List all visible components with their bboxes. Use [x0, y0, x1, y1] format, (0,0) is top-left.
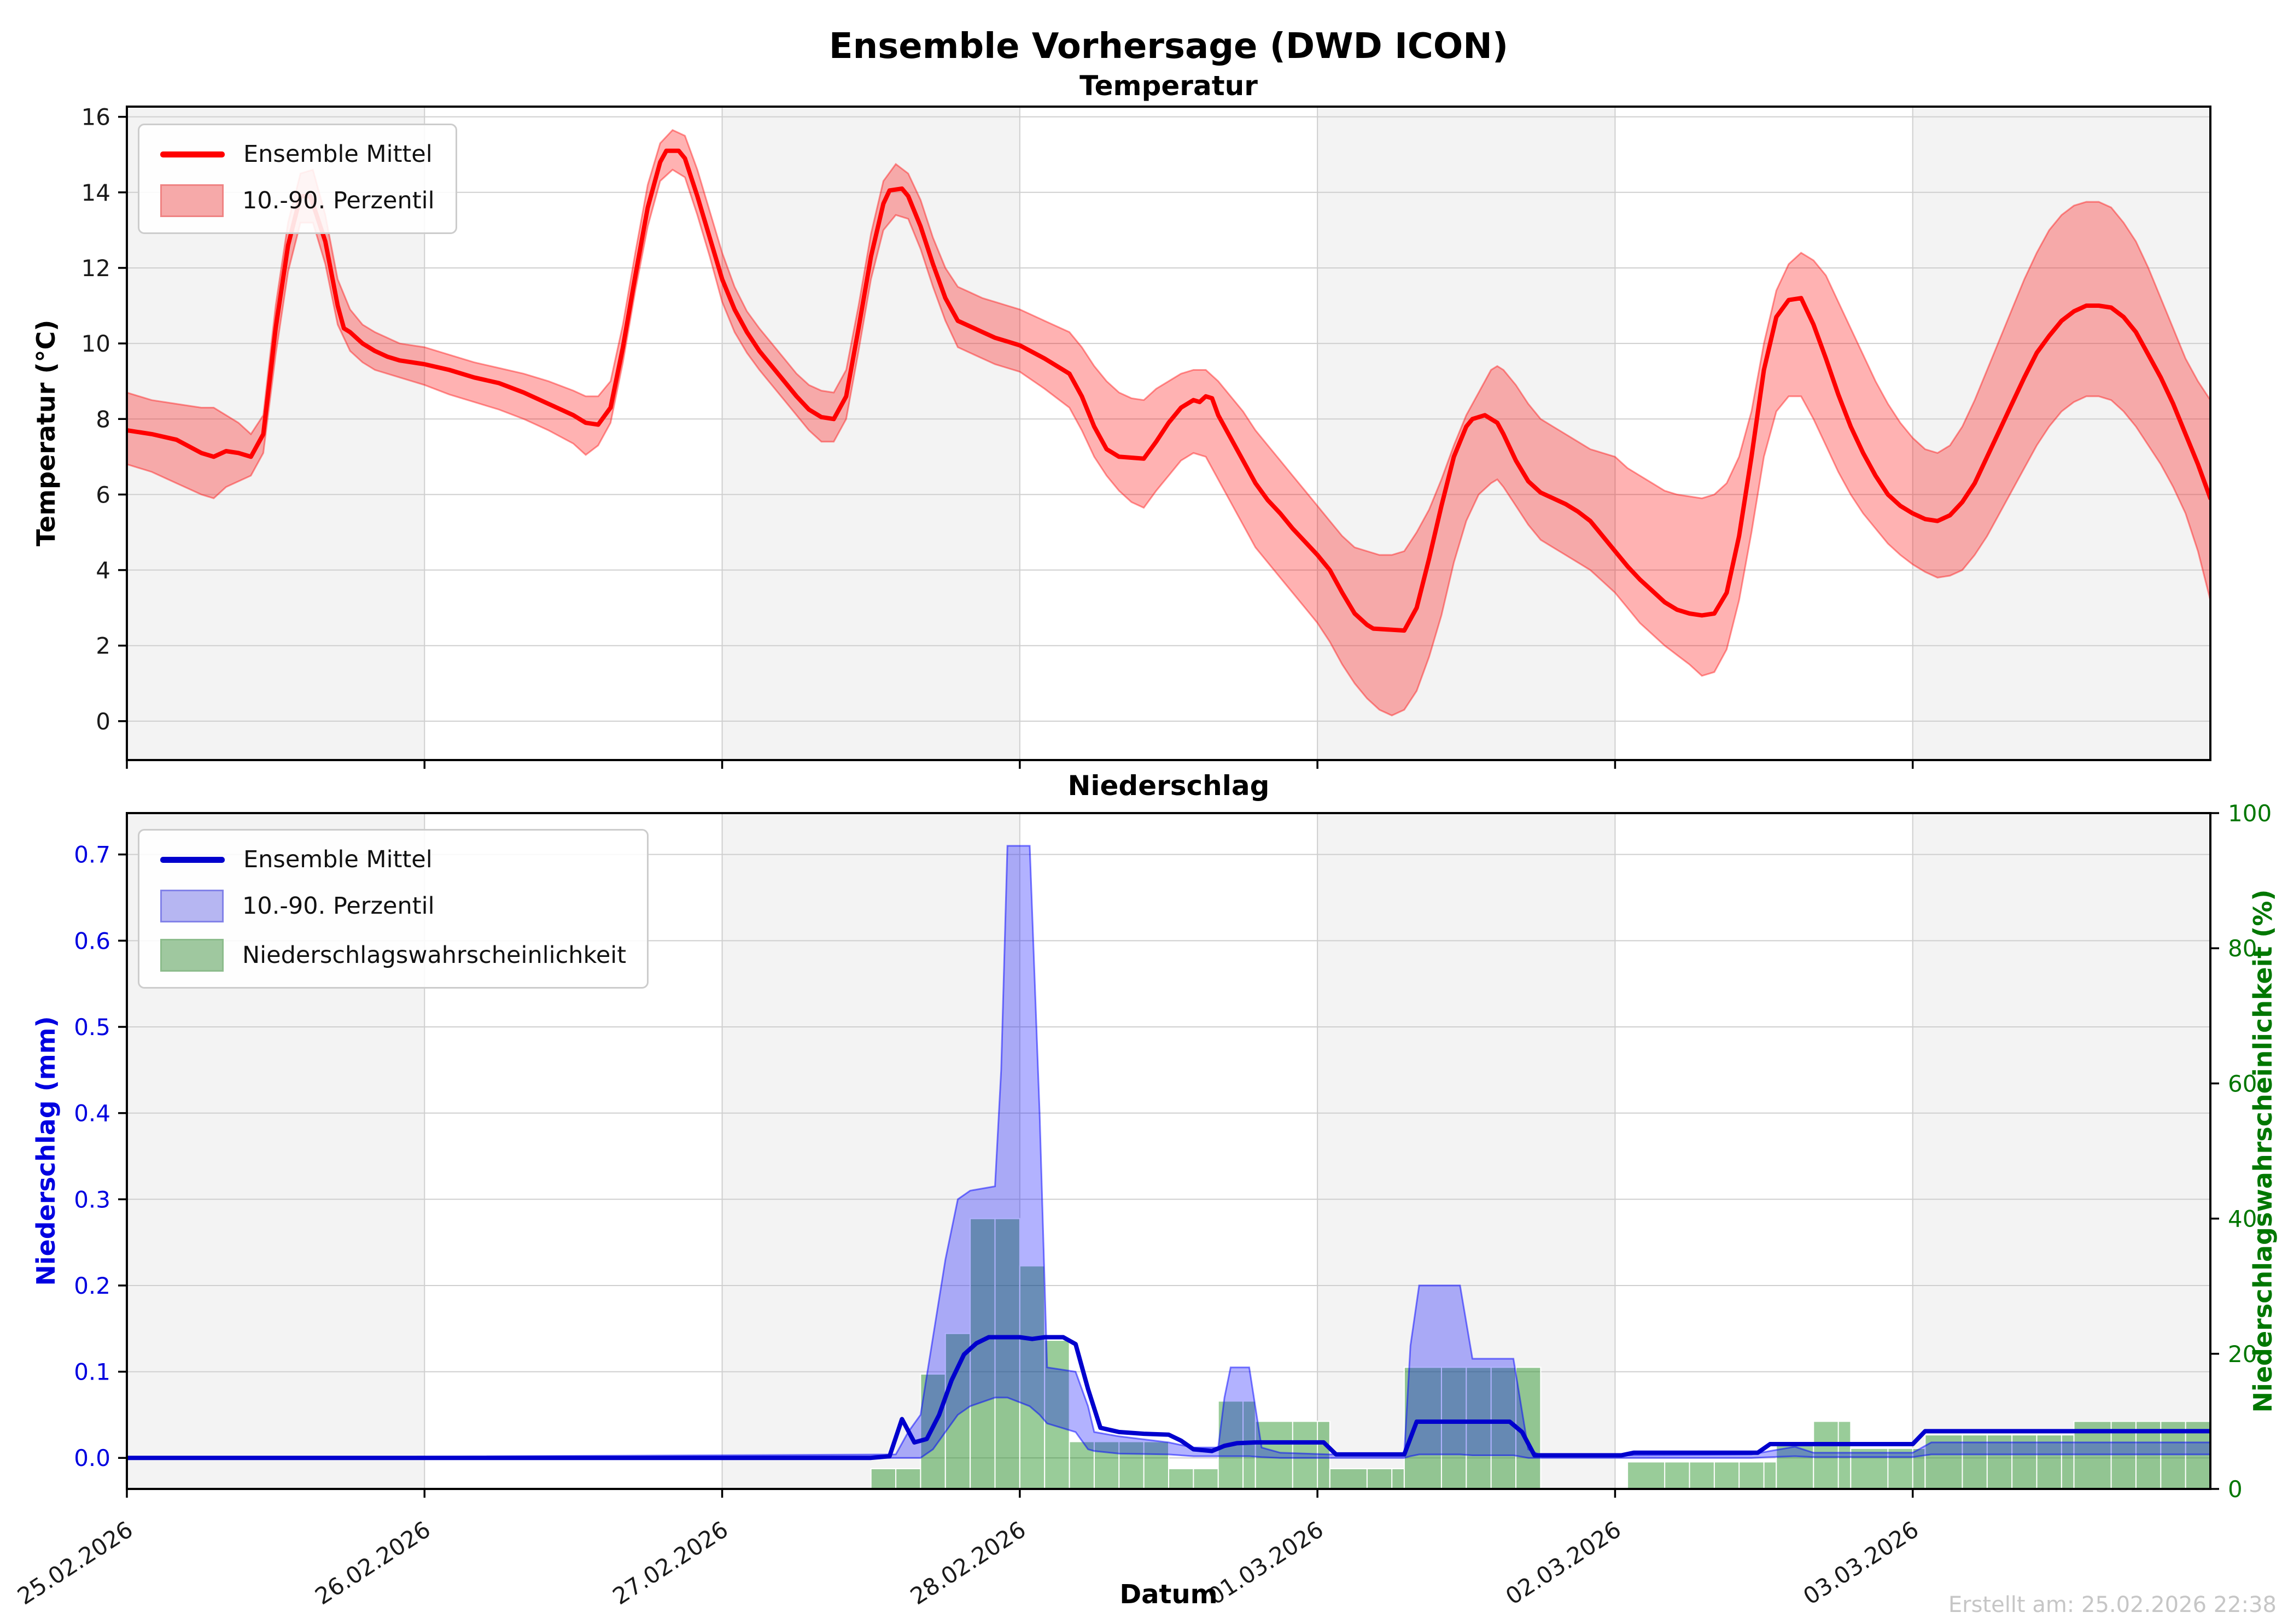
legend-label: 10.-90. Perzentil — [242, 187, 435, 214]
precip-probability-bar — [1813, 1421, 1852, 1489]
precipitation-chart-title: Niederschlag — [1067, 770, 1270, 802]
y-tick-label: 0.1 — [74, 1359, 110, 1386]
page-title: Ensemble Vorhersage (DWD ICON) — [828, 26, 1509, 67]
day-shading-band — [1317, 107, 1615, 760]
y-tick-label: 10 — [81, 330, 110, 357]
right-y-tick-label: 40 — [2228, 1206, 2257, 1232]
plot-border — [126, 106, 2211, 761]
legend-item: Ensemble Mittel — [160, 846, 626, 873]
day-shading-band — [1912, 813, 2210, 1489]
probability-y-axis-label: Niederschlagswahrscheinlichkeit (%) — [2248, 889, 2278, 1413]
legend-item: Ensemble Mittel — [160, 141, 435, 168]
created-timestamp: Erstellt am: 25.02.2026 22:38 — [1948, 1592, 2277, 1617]
y-tick-label: 16 — [81, 104, 110, 131]
y-tick-label: 0.6 — [74, 927, 110, 954]
legend-item: 10.-90. Perzentil — [160, 184, 435, 217]
y-tick-label: 0.5 — [74, 1014, 110, 1041]
y-tick-label: 2 — [96, 633, 110, 659]
temperature-legend: Ensemble Mittel 10.-90. Perzentil — [138, 124, 457, 234]
ensemble-mean-line — [127, 148, 2210, 633]
legend-line-swatch — [160, 856, 225, 863]
right-y-tick-label: 60 — [2228, 1070, 2257, 1097]
legend-label: Ensemble Mittel — [243, 141, 433, 168]
y-tick-label: 8 — [96, 406, 110, 433]
legend-label: Niederschlagswahrscheinlichkeit — [242, 942, 627, 969]
legend-label: Ensemble Mittel — [243, 846, 433, 873]
y-tick-label: 6 — [96, 481, 110, 508]
y-tick-label: 14 — [81, 179, 110, 206]
legend-item: Niederschlagswahrscheinlichkeit — [160, 939, 626, 972]
right-y-tick-label: 0 — [2228, 1476, 2243, 1503]
percentile-band — [127, 845, 2210, 1459]
y-tick-label: 0 — [96, 708, 110, 735]
x-axis-label: Datum — [1119, 1579, 1218, 1610]
temperature-chart-title: Temperatur — [1079, 70, 1258, 102]
x-tick-label: 25.02.2026 — [13, 1516, 137, 1610]
right-y-tick-label: 100 — [2228, 800, 2272, 827]
precip-probability-bar — [944, 1333, 971, 1489]
day-shading-band — [1912, 107, 2210, 760]
precipitation-legend: Ensemble Mittel 10.-90. Perzentil Niedersc… — [138, 829, 649, 989]
legend-item: 10.-90. Perzentil — [160, 890, 626, 922]
y-tick-label: 4 — [96, 557, 110, 584]
y-tick-label: 0.0 — [74, 1445, 110, 1471]
legend-probability-swatch — [160, 939, 224, 972]
precip-probability-bar — [1627, 1461, 1777, 1489]
day-shading-band — [722, 107, 1020, 760]
legend-band-swatch — [160, 890, 224, 922]
right-y-tick-label: 80 — [2228, 935, 2257, 962]
y-tick-label: 12 — [81, 255, 110, 282]
ensemble-mean-line — [127, 1335, 2210, 1461]
right-y-tick-label: 20 — [2228, 1341, 2257, 1368]
y-tick-label: 0.7 — [74, 842, 110, 868]
temperature-y-axis-label: Temperatur (°C) — [31, 319, 61, 547]
y-tick-label: 0.2 — [74, 1272, 110, 1299]
precip-probability-bar — [1019, 1265, 1046, 1489]
y-tick-label: 0.4 — [74, 1100, 110, 1127]
temperature-plot: 0 2 4 6 8 10 12 14 16 — [81, 104, 2211, 769]
precipitation-y-axis-label: Niederschlag (mm) — [31, 1016, 61, 1286]
legend-line-swatch — [160, 151, 225, 157]
legend-band-swatch — [160, 184, 224, 217]
precip-probability-bar — [1044, 1340, 1070, 1489]
legend-label: 10.-90. Perzentil — [242, 892, 435, 920]
y-tick-label: 0.3 — [74, 1186, 110, 1213]
plot-border — [126, 812, 2211, 1490]
